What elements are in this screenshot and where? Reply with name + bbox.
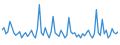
chart (0, 0, 120, 45)
line (2, 5, 118, 38)
chart-svg (0, 0, 120, 45)
plot-area (2, 5, 118, 38)
